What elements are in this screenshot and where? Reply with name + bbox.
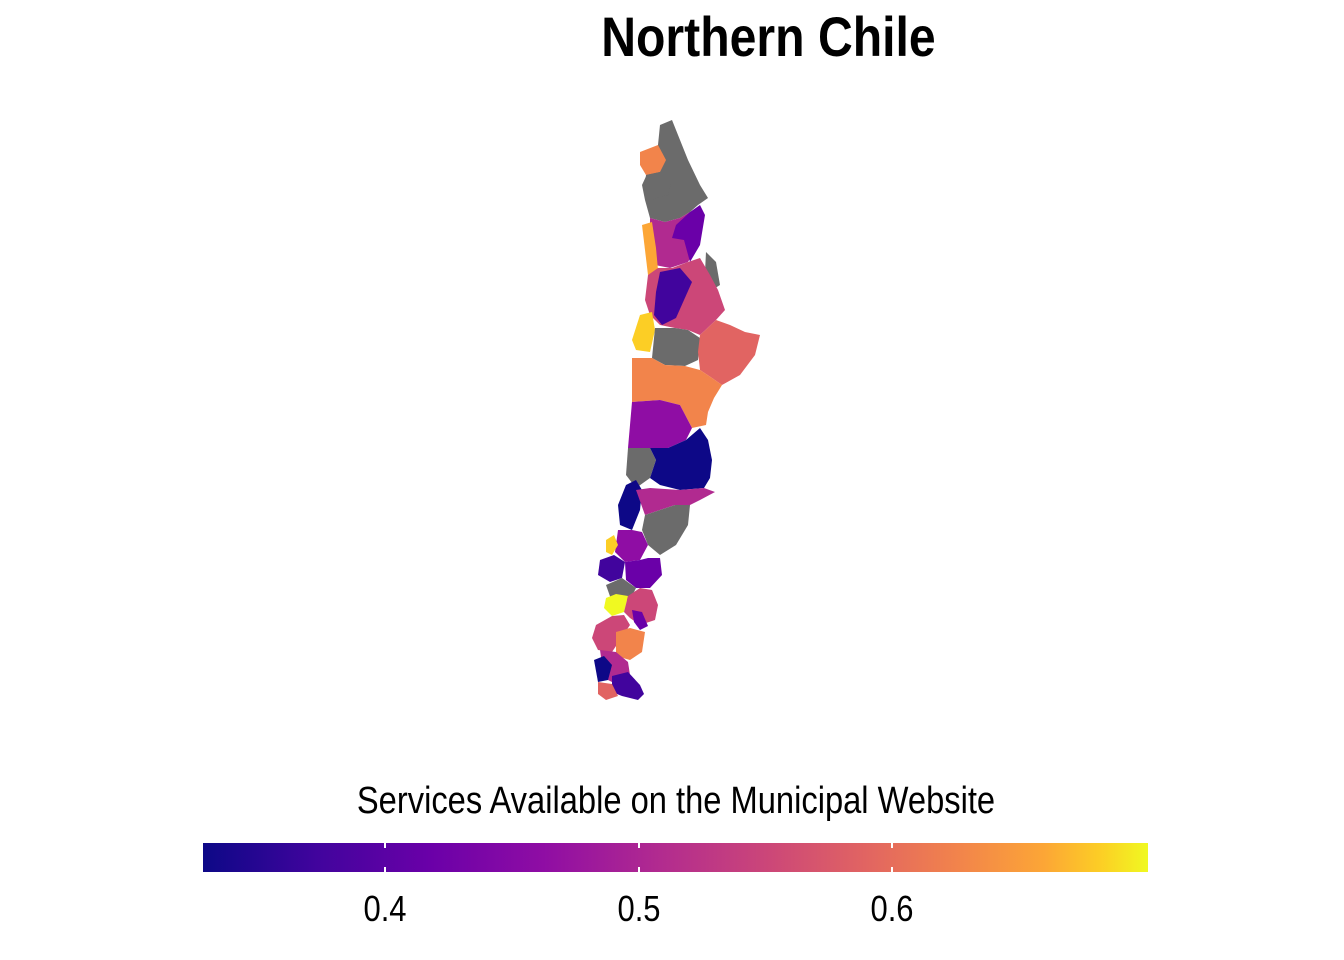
- region-polygon: [625, 558, 662, 588]
- region-polygon: [604, 594, 628, 616]
- legend-title: Services Available on the Municipal Webs…: [356, 780, 996, 822]
- map-title-container: Northern Chile: [0, 4, 1344, 69]
- region-polygon: [654, 268, 692, 325]
- region-polygon: [624, 588, 658, 625]
- map-title: Northern Chile: [600, 5, 936, 68]
- region-polygon: [594, 656, 612, 682]
- region-polygon: [598, 682, 618, 700]
- region-polygon: [632, 358, 722, 428]
- region-polygon: [592, 615, 630, 652]
- legend-tick-label: 0.4: [363, 888, 407, 929]
- legend-tick-label: 0.6: [870, 888, 914, 929]
- legend-tick-label: 0.5: [617, 888, 661, 929]
- region-polygon: [652, 328, 700, 366]
- region-polygon: [632, 312, 655, 352]
- region-polygon: [632, 610, 648, 630]
- tick-mark-bottom: [384, 867, 386, 872]
- region-polygon: [642, 505, 690, 555]
- tick-mark-bottom: [638, 867, 640, 872]
- region-polygon: [640, 145, 666, 175]
- region-polygon: [618, 480, 642, 530]
- region-polygon: [636, 488, 715, 515]
- region-polygon: [628, 400, 692, 448]
- region-polygon: [698, 320, 760, 385]
- region-polygon: [606, 535, 618, 555]
- region-polygon: [645, 172, 672, 200]
- region-polygon: [626, 448, 656, 488]
- region-polygon: [612, 672, 644, 700]
- tick-mark-top: [891, 843, 893, 848]
- tick-mark-top: [384, 843, 386, 848]
- region-polygon: [642, 222, 658, 275]
- region-polygon: [616, 628, 645, 660]
- region-polygon: [672, 205, 705, 262]
- tick-mark-top: [638, 843, 640, 848]
- region-polygon: [598, 555, 625, 582]
- region-polygon: [650, 428, 712, 490]
- region-polygon: [615, 530, 648, 562]
- legend-colorbar: [203, 843, 1148, 872]
- tick-mark-bottom: [891, 867, 893, 872]
